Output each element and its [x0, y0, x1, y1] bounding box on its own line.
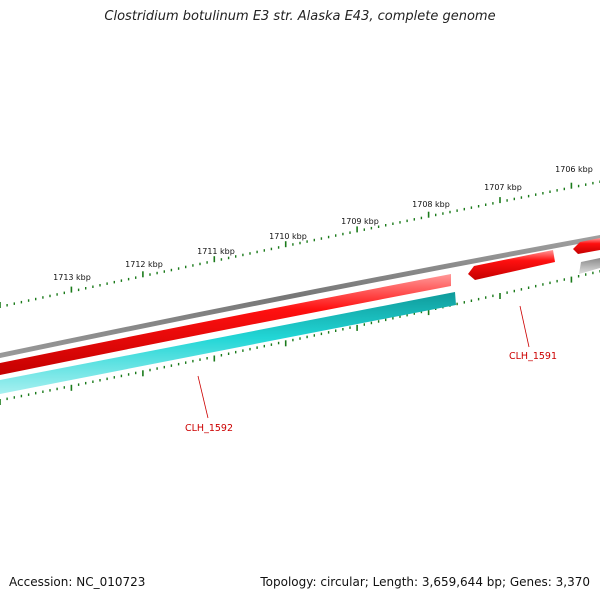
gene-label-clh-1592[interactable]: CLH_1592 — [185, 423, 233, 434]
scale-label-1708: 1708 kbp — [412, 200, 450, 209]
scale-label-1707: 1707 kbp — [484, 183, 522, 192]
scale-label-1711: 1711 kbp — [197, 247, 235, 256]
gene-arrow-reverse-main — [0, 292, 456, 394]
scale-label-1709: 1709 kbp — [341, 217, 379, 226]
callout-line-clh-1592 — [197, 375, 209, 419]
scale-label-1713: 1713 kbp — [53, 273, 91, 282]
scale-label-1710: 1710 kbp — [269, 232, 307, 241]
gene-arrow-right-fragment — [573, 238, 600, 254]
accession-text: Accession: NC_010723 — [9, 575, 146, 589]
scale-label-1712: 1712 kbp — [125, 260, 163, 269]
outer-tick-scale — [0, 180, 600, 308]
gene-label-clh-1591[interactable]: CLH_1591 — [509, 351, 557, 362]
gene-arrow-clh-1591 — [468, 250, 555, 280]
topology-text: Topology: circular; Length: 3,659,644 bp… — [260, 575, 590, 589]
callout-line-clh-1591 — [519, 305, 530, 348]
map-title: Clostridium botulinum E3 str. Alaska E43… — [104, 9, 496, 24]
genome-backbone — [0, 235, 600, 358]
gene-arrow-forward-main — [0, 274, 451, 375]
gene-arrow-grey-fragment — [579, 258, 600, 274]
scale-label-1706: 1706 kbp — [555, 165, 593, 174]
